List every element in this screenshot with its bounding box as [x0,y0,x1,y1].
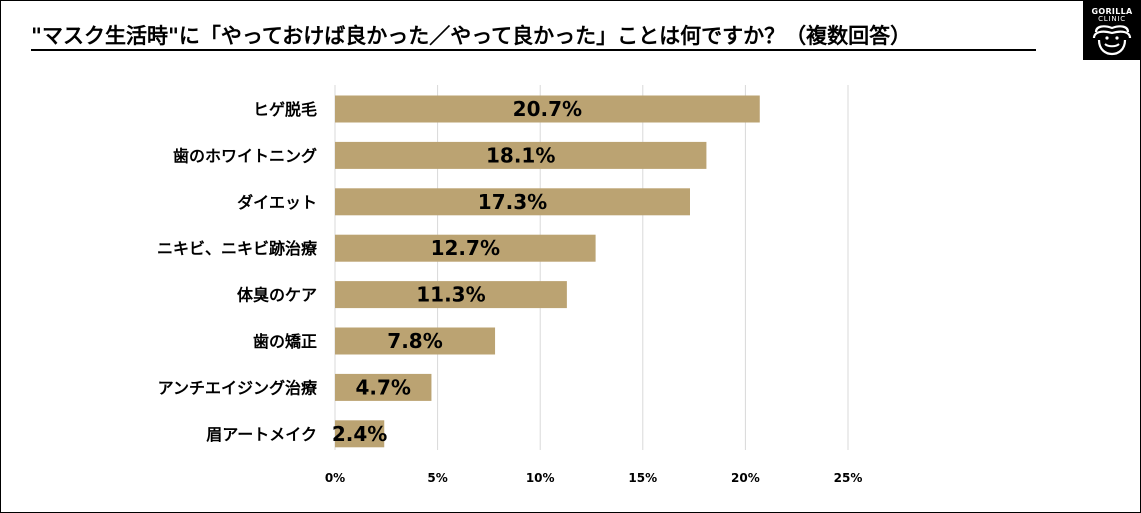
category-label: ヒゲ脱毛 [253,100,317,119]
bar [335,373,432,401]
bar-value-label: 7.8% [387,329,442,353]
category-label: 歯の矯正 [253,332,317,351]
category-label: ダイエット [237,193,317,212]
category-label: ニキビ、ニキビ跡治療 [157,239,318,258]
x-tick-label: 0% [325,471,345,485]
category-label: アンチエイジング治療 [158,378,318,397]
x-tick-label: 15% [628,471,657,485]
chart-title: "マスク生活時"に「やっておけば良かった／やって良かった」ことは何ですか？（複数… [31,24,912,48]
bar [335,141,707,169]
bar-value-label: 18.1% [486,143,555,167]
x-tick-label: 10% [526,471,555,485]
category-label: 体臭のケア [237,286,317,305]
bar-value-label: 17.3% [478,190,547,214]
bar [335,327,496,355]
x-tick-label: 20% [731,471,760,485]
logo-line2: CLINIC [1098,15,1126,23]
title-underline [31,49,1036,51]
gorilla-icon [1092,25,1132,56]
brand-logo: GORILLA CLINIC [1083,0,1141,60]
category-label: 眉アートメイク [206,425,317,444]
bar-value-label: 12.7% [431,236,500,260]
bar [335,95,760,123]
category-label: 歯のホワイトニング [173,146,317,165]
x-tick-label: 25% [834,471,863,485]
bar [335,281,567,309]
bar [335,234,596,262]
bar-value-label: 4.7% [355,375,410,399]
bar [335,188,690,216]
x-tick-label: 5% [427,471,447,485]
bar-value-label: 2.4% [332,422,387,446]
bars: 20.7% 18.1% 17.3% 12.7% 11.3% 7.8% 4.7% 2.4% [332,95,760,448]
bar [335,420,385,448]
logo-line1: GORILLA [1091,7,1133,16]
bar-value-label: 11.3% [416,283,485,307]
bar-value-label: 20.7% [513,97,582,121]
category-labels: ヒゲ脱毛歯のホワイトニングダイエットニキビ、ニキビ跡治療体臭のケア歯の矯正アンチ… [157,100,318,444]
x-tick-labels: 0% 5% 10% 15% 20% 25% [325,471,863,485]
